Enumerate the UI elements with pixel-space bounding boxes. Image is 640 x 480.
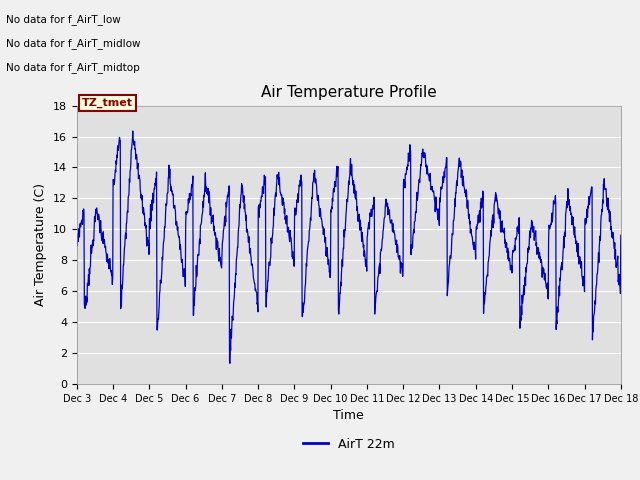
Text: No data for f_AirT_low: No data for f_AirT_low xyxy=(6,14,121,25)
Y-axis label: Air Temperature (C): Air Temperature (C) xyxy=(35,183,47,306)
Text: No data for f_AirT_midtop: No data for f_AirT_midtop xyxy=(6,62,140,73)
Title: Air Temperature Profile: Air Temperature Profile xyxy=(261,85,436,100)
Text: No data for f_AirT_midlow: No data for f_AirT_midlow xyxy=(6,38,141,49)
X-axis label: Time: Time xyxy=(333,409,364,422)
Legend: AirT 22m: AirT 22m xyxy=(298,432,399,456)
Text: TZ_tmet: TZ_tmet xyxy=(82,97,133,108)
